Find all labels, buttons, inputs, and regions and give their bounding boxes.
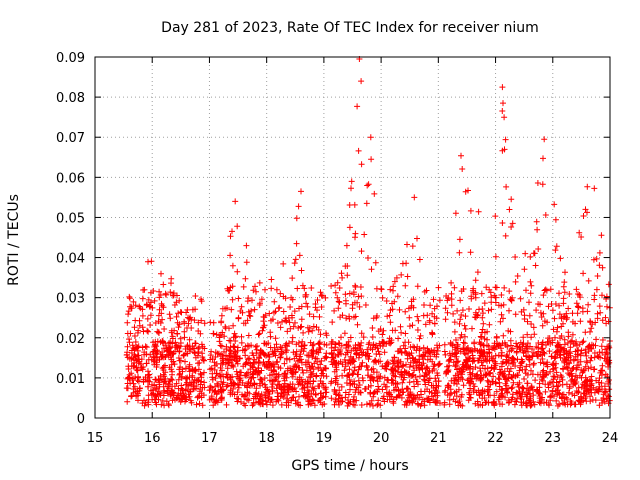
data-points bbox=[123, 56, 613, 409]
x-tick-label: 16 bbox=[144, 431, 161, 446]
y-tick-label: 0.08 bbox=[56, 91, 85, 106]
roti-markers bbox=[123, 56, 613, 409]
y-tick-label: 0.02 bbox=[56, 332, 85, 347]
x-tick-labels: 15 16 17 18 19 20 21 22 23 24 bbox=[87, 431, 619, 446]
y-tick-label: 0.04 bbox=[56, 252, 85, 267]
y-tick-label: 0 bbox=[77, 412, 85, 427]
x-tick-label: 24 bbox=[602, 431, 619, 446]
y-tick-label: 0.05 bbox=[56, 211, 85, 226]
x-tick-label: 17 bbox=[201, 431, 218, 446]
y-axis-title: ROTI / TECUs bbox=[6, 194, 22, 286]
y-tick-label: 0.09 bbox=[56, 51, 85, 66]
plot-frame bbox=[94, 56, 611, 419]
x-tick-label: 21 bbox=[430, 431, 447, 446]
x-tick-label: 18 bbox=[258, 431, 275, 446]
y-tick-label: 0.01 bbox=[56, 372, 85, 387]
x-axis-title: GPS time / hours bbox=[291, 458, 408, 474]
y-tick-label: 0.03 bbox=[56, 292, 85, 307]
axis-ticks bbox=[94, 56, 611, 419]
chart-title: Day 281 of 2023, Rate Of TEC Index for r… bbox=[161, 20, 539, 36]
grid-lines bbox=[95, 57, 610, 418]
x-tick-label: 20 bbox=[373, 431, 390, 446]
x-tick-label: 22 bbox=[487, 431, 504, 446]
y-tick-label: 0.06 bbox=[56, 171, 85, 186]
x-tick-label: 15 bbox=[87, 431, 104, 446]
y-tick-label: 0.07 bbox=[56, 131, 85, 146]
x-tick-label: 19 bbox=[316, 431, 333, 446]
y-tick-labels: 0 0.01 0.02 0.03 0.04 0.05 0.06 0.07 0.08 0.09 bbox=[56, 51, 85, 427]
x-tick-label: 23 bbox=[545, 431, 562, 446]
